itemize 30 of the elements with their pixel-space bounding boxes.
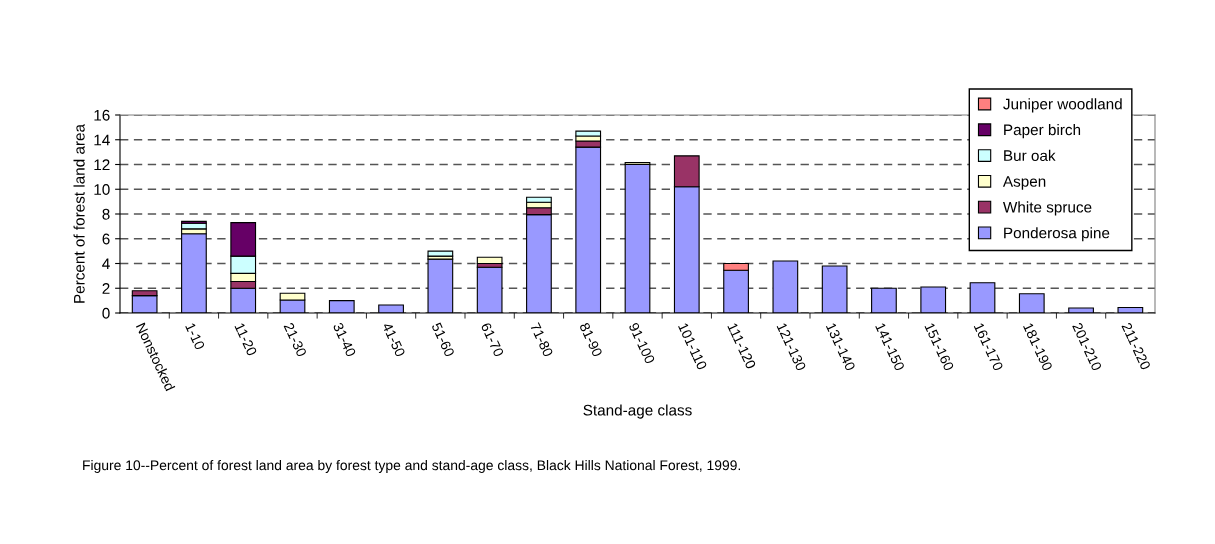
x-tick-label: 81-90 xyxy=(579,322,603,358)
legend-label: Juniper woodland xyxy=(1003,98,1122,113)
x-tick-label: 21-30 xyxy=(283,322,307,358)
legend-label: Bur oak xyxy=(1004,149,1056,162)
y-tick-label: 8 xyxy=(102,208,110,220)
y-tick-label: 6 xyxy=(102,233,110,245)
legend-label: Ponderosa pine xyxy=(1004,227,1110,242)
x-tick-label: 41-50 xyxy=(381,321,406,358)
y-tick-label: 12 xyxy=(94,159,110,171)
y-tick-label: 4 xyxy=(102,258,110,270)
x-tick-label: 1-10 xyxy=(185,322,206,351)
y-tick-label: 16 xyxy=(94,109,110,121)
bar xyxy=(476,256,503,265)
x-tick-label: 51-60 xyxy=(431,321,455,358)
y-tick-label: 10 xyxy=(94,184,110,195)
x-tick-label: 31-40 xyxy=(332,321,357,358)
y-axis-title: Percent of forest land area xyxy=(73,123,85,303)
x-tick-label: 11-20 xyxy=(234,322,258,357)
bar xyxy=(181,222,207,230)
legend-label: White spruce xyxy=(1002,201,1092,216)
y-tick-label: 0 xyxy=(102,307,110,319)
y-tick-label: 2 xyxy=(102,283,110,294)
legend-label: Paper birch xyxy=(1004,124,1081,139)
legend-label: Aspen xyxy=(1002,176,1046,190)
y-tick-label: 14 xyxy=(94,134,110,146)
x-tick-label: 71-80 xyxy=(529,322,554,358)
bar xyxy=(427,250,454,257)
x-axis-title: Stand-age class xyxy=(583,404,692,419)
x-tick-label: 61-70 xyxy=(480,322,505,358)
caption: Figure 10--Percent of forest land area by forest type and stand-age class, Black Hills National Forest, 1999. xyxy=(83,460,741,473)
